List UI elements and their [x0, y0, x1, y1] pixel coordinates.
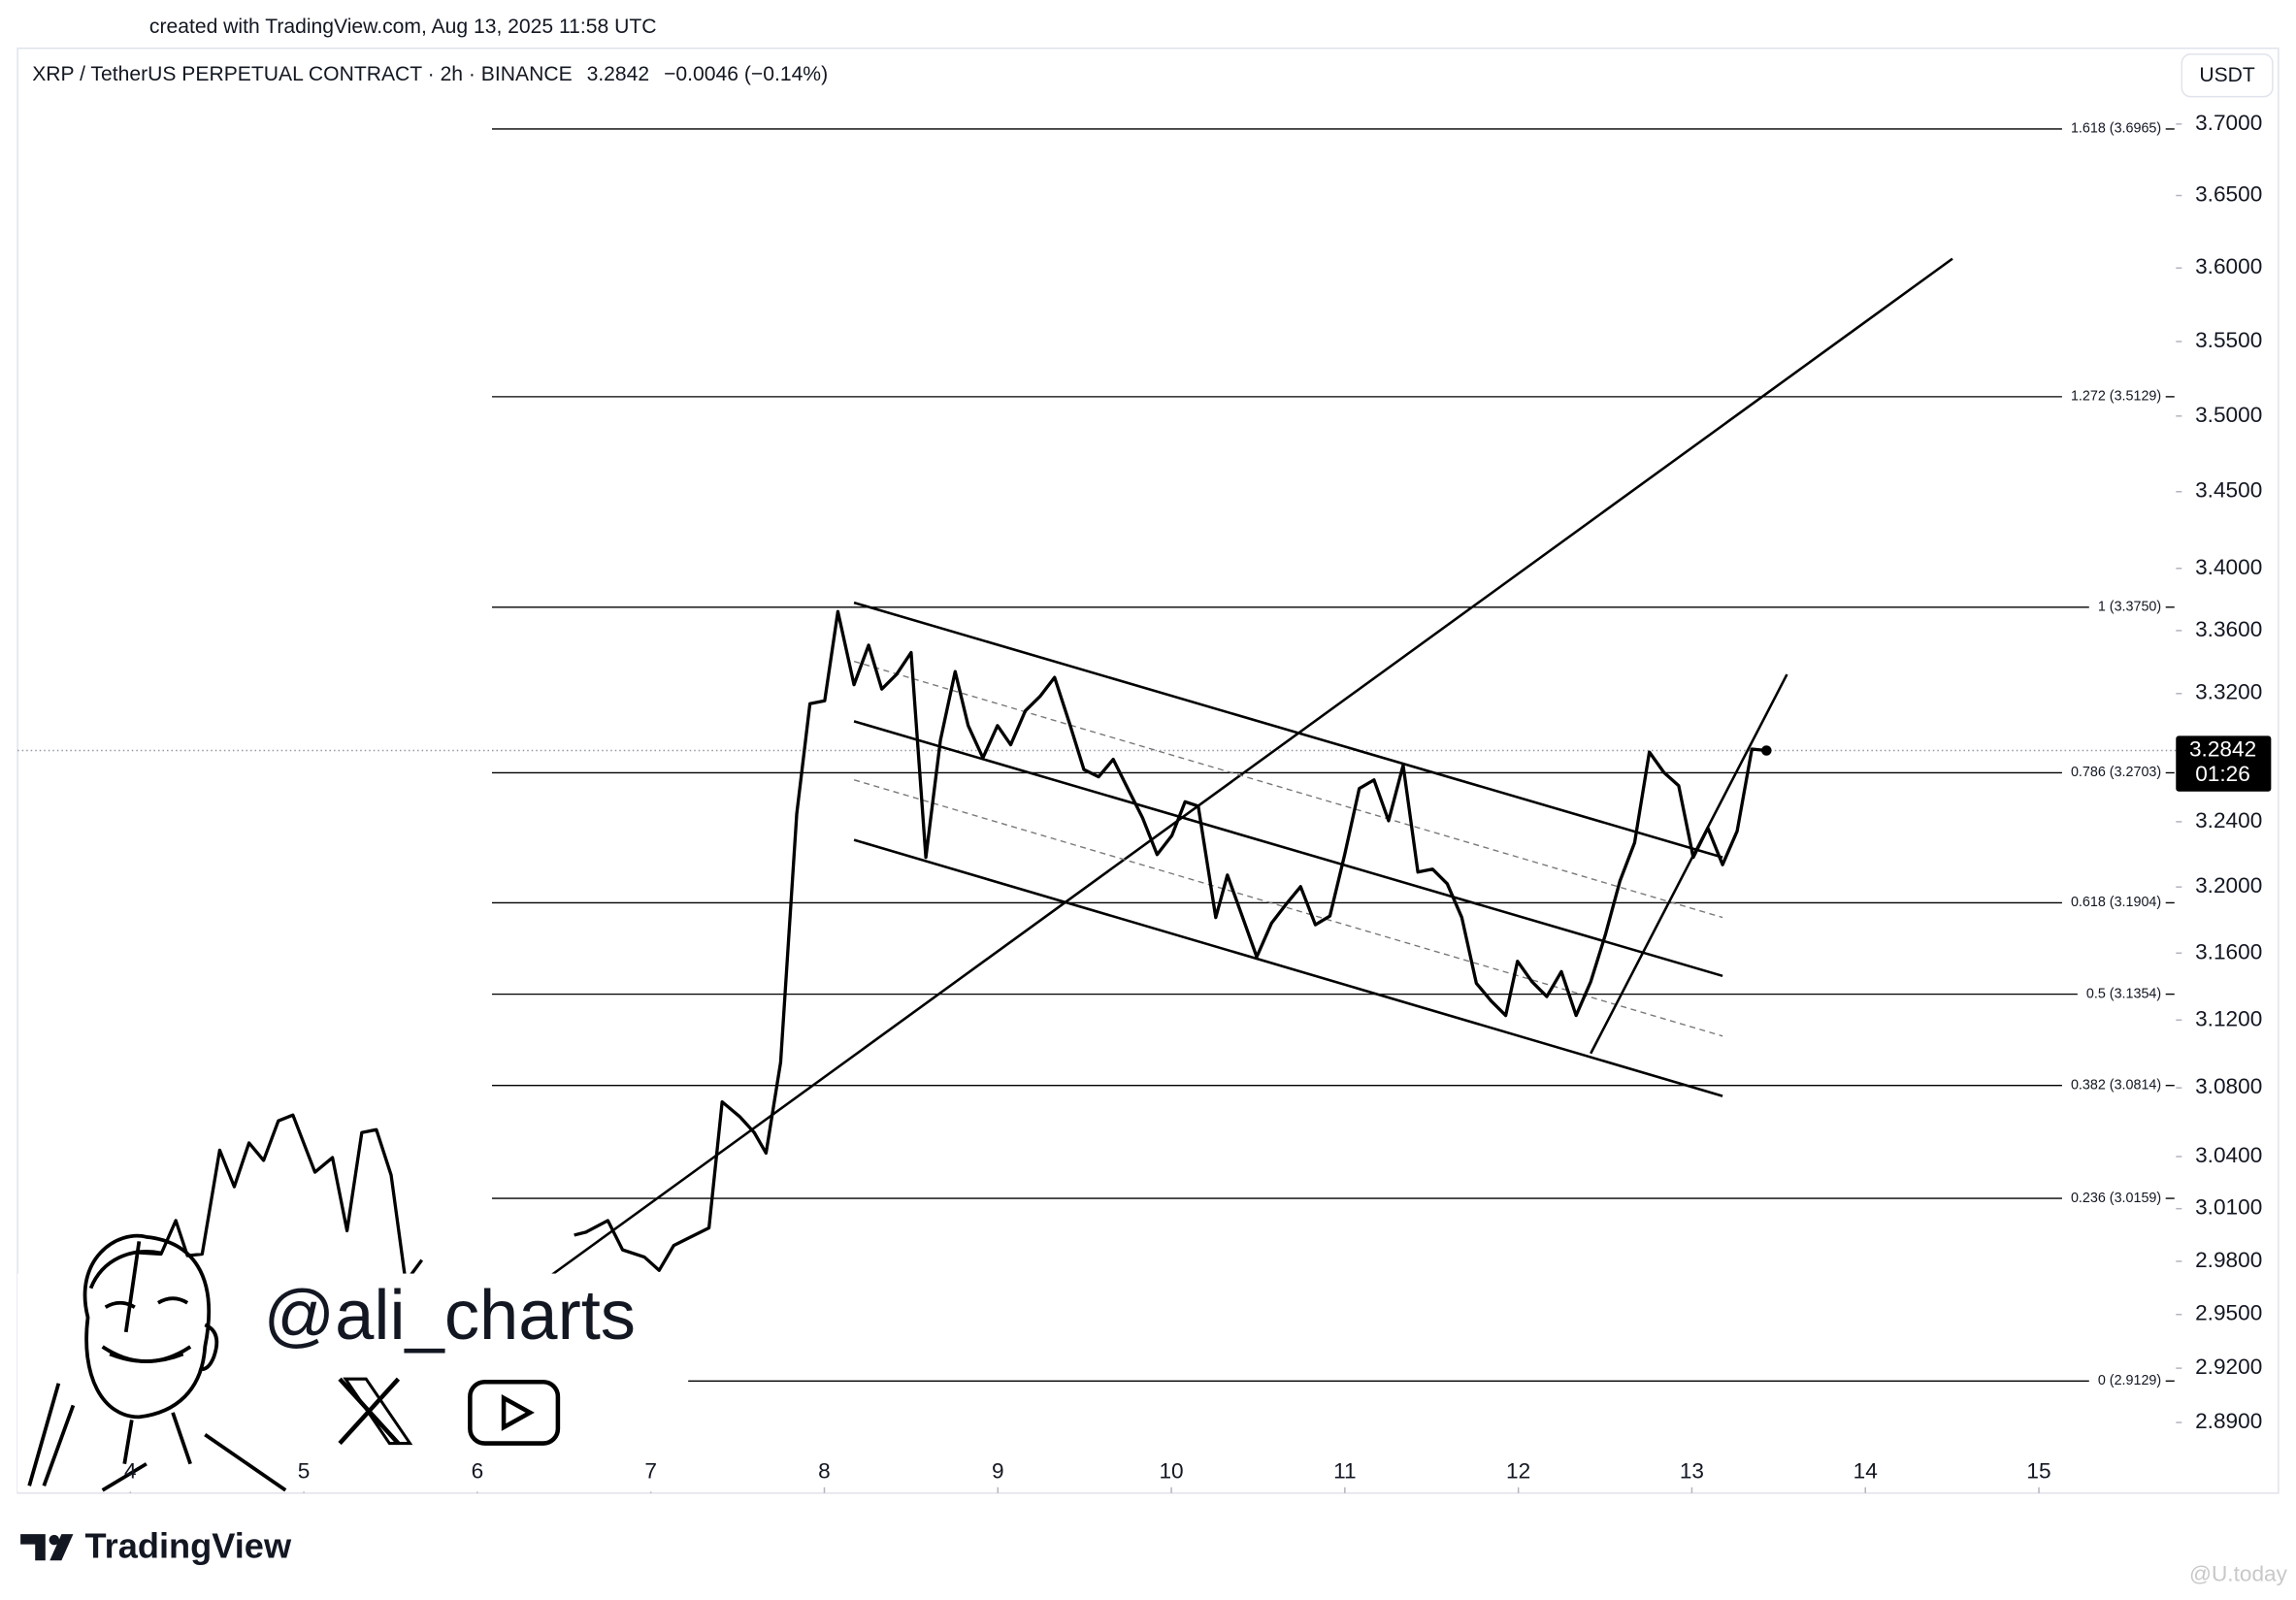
chart-header: XRP / TetherUS PERPETUAL CONTRACT · 2h ·…: [32, 63, 828, 85]
y-tick-label: 3.3200: [2195, 680, 2262, 704]
y-tick-label: 3.7000: [2195, 111, 2262, 135]
x-tick-label: 12: [1506, 1459, 1530, 1484]
y-tick-label: 3.3600: [2195, 617, 2262, 641]
trend-line: [541, 257, 1953, 1284]
y-tick-label: 3.4000: [2195, 555, 2262, 579]
brand-name: TradingView: [85, 1526, 292, 1566]
y-tick-label: 2.9500: [2195, 1301, 2262, 1325]
y-tick-label: 3.0100: [2195, 1195, 2262, 1220]
portrait: [27, 1233, 287, 1492]
chart-frame: [16, 48, 2280, 1494]
x-tick-label: 13: [1680, 1459, 1704, 1484]
created-note: created with TradingView.com, Aug 13, 20…: [149, 16, 657, 38]
currency-label: USDT: [2199, 64, 2255, 86]
fib-label: 1.618 (3.6965): [2071, 121, 2161, 137]
last-price-label: 3.2842: [2189, 736, 2256, 761]
x-tick-label: 5: [298, 1459, 311, 1484]
y-tick-label: 3.0800: [2195, 1074, 2262, 1098]
x-tick-label: 4: [124, 1459, 137, 1484]
y-tick-label: 3.1600: [2195, 939, 2262, 963]
fib-label: 0.382 (3.0814): [2071, 1077, 2161, 1093]
dashed-channel-line: [853, 779, 1723, 1037]
x-tick-label: 14: [1853, 1459, 1878, 1484]
fib-label: 0.786 (3.2703): [2071, 765, 2161, 780]
fib-label: 0.236 (3.0159): [2071, 1191, 2161, 1206]
trend-line: [1590, 673, 1788, 1055]
x-tick-label: 10: [1159, 1459, 1183, 1484]
fib-label: 0 (2.9129): [2098, 1373, 2161, 1388]
countdown-label: 01:26: [2195, 762, 2250, 786]
currency-button[interactable]: [2181, 53, 2274, 98]
price-line: [139, 609, 1767, 1284]
last-price-box: [2176, 735, 2272, 792]
fib-label: 0.618 (3.1904): [2071, 895, 2161, 910]
trend-line: [853, 720, 1723, 978]
x-icon: [338, 1377, 413, 1446]
y-tick-label: 2.8900: [2195, 1409, 2262, 1433]
y-tick-label: 2.9200: [2195, 1355, 2262, 1379]
fib-label: 0.5 (3.1354): [2086, 986, 2161, 1001]
y-tick-label: 3.5000: [2195, 403, 2262, 427]
trend-line: [853, 601, 1723, 859]
fib-label: 1.272 (3.5129): [2071, 389, 2161, 405]
fib-label: 1 (3.3750): [2098, 600, 2161, 615]
y-tick-label: 2.9800: [2195, 1248, 2262, 1272]
y-tick-label: 3.4500: [2195, 478, 2262, 503]
brand-logo: [20, 1534, 74, 1561]
y-tick-label: 3.6500: [2195, 182, 2262, 207]
trend-line: [853, 838, 1723, 1097]
symbol: XRP / TetherUS PERPETUAL CONTRACT · 2h ·…: [32, 63, 572, 85]
plot-area: [17, 123, 2182, 1493]
y-tick-label: 3.2400: [2195, 808, 2262, 833]
y-tick-label: 3.1200: [2195, 1006, 2262, 1030]
x-tick-label: 8: [818, 1459, 831, 1484]
youtube-icon: [468, 1379, 561, 1446]
y-tick-label: 3.2000: [2195, 873, 2262, 898]
watermark-handle: @ali_charts: [264, 1276, 636, 1355]
x-tick-label: 7: [644, 1459, 657, 1484]
x-tick-label: 9: [992, 1459, 1004, 1484]
source-watermark: @U.today: [2189, 1561, 2288, 1585]
header-change: −0.0046 (−0.14%): [664, 63, 828, 85]
header-price: 3.2842: [587, 63, 650, 85]
x-tick-label: 15: [2026, 1459, 2050, 1484]
x-tick-label: 6: [472, 1459, 484, 1484]
y-tick-label: 3.0400: [2195, 1143, 2262, 1167]
last-point: [1761, 745, 1772, 756]
x-tick-label: 11: [1333, 1459, 1357, 1484]
y-tick-label: 3.5500: [2195, 328, 2262, 352]
dashed-channel-line: [853, 660, 1723, 919]
y-tick-label: 3.6000: [2195, 254, 2262, 278]
